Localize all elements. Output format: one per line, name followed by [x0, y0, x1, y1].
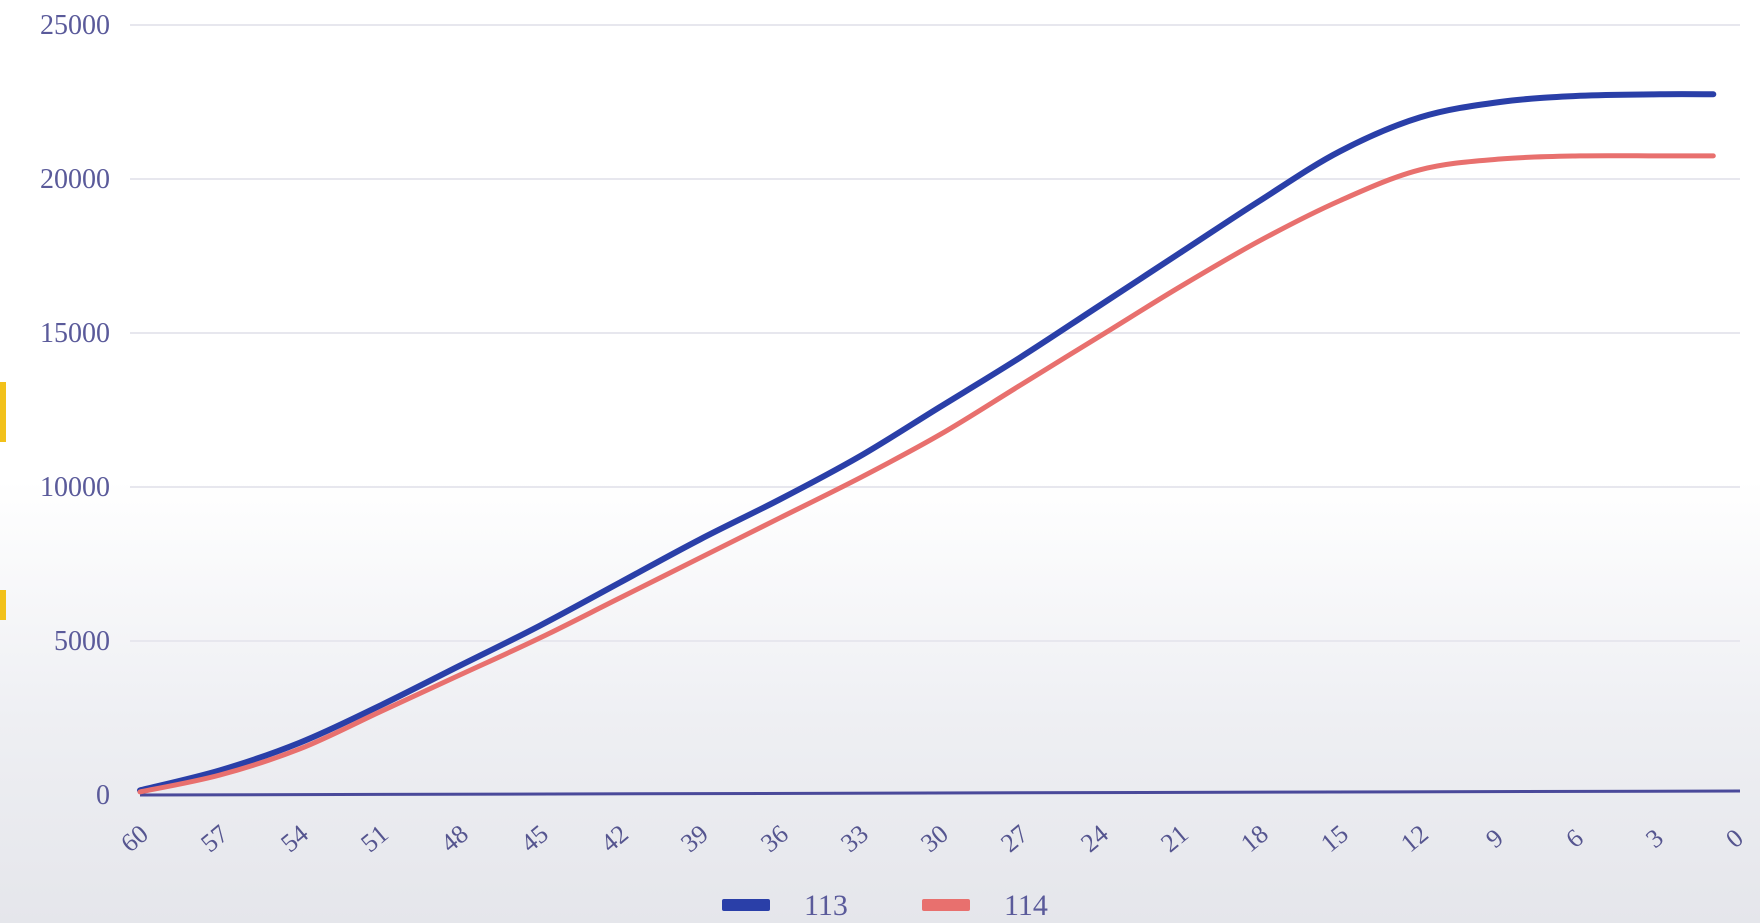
x-tick-labels: 60 57 54 51 48 45 42 39 36 33 30 27 24 21 18 15 12 9 6 3 0 — [115, 819, 1749, 858]
x-tick-label-51: 51 — [355, 819, 394, 858]
x-axis-line — [139, 789, 1741, 797]
left-accent-bar-top — [0, 382, 6, 442]
x-tick-label-15: 15 — [1315, 819, 1354, 858]
left-accent-bar-bottom — [0, 590, 6, 620]
x-tick-label-21: 21 — [1155, 819, 1194, 858]
y-tick-label-20000: 20000 — [40, 164, 110, 195]
x-tick-label-3: 3 — [1640, 823, 1669, 854]
x-tick-label-30: 30 — [915, 819, 954, 858]
y-tick-label-25000: 25000 — [40, 10, 110, 41]
legend: 113 114 — [722, 889, 1048, 922]
y-tick-label-15000: 15000 — [40, 318, 110, 349]
series-line-113 — [137, 91, 1717, 794]
x-tick-label-12: 12 — [1395, 819, 1434, 858]
x-tick-label-48: 48 — [435, 819, 474, 858]
x-tick-label-45: 45 — [515, 819, 554, 858]
axes — [139, 789, 1741, 797]
x-tick-label-54: 54 — [275, 819, 314, 858]
y-tick-labels: 0 5000 10000 15000 20000 25000 — [40, 10, 110, 811]
x-tick-label-9: 9 — [1480, 823, 1509, 854]
series-lines — [137, 91, 1717, 795]
x-tick-label-60: 60 — [115, 819, 154, 858]
y-tick-label-10000: 10000 — [40, 472, 110, 503]
x-tick-label-33: 33 — [835, 819, 874, 858]
x-tick-label-6: 6 — [1560, 823, 1589, 854]
y-tick-label-5000: 5000 — [54, 626, 110, 657]
y-tick-label-0: 0 — [96, 780, 110, 811]
x-tick-label-39: 39 — [675, 819, 714, 858]
legend-label-114: 114 — [1004, 889, 1048, 922]
x-tick-label-0: 0 — [1720, 823, 1749, 854]
x-tick-label-36: 36 — [755, 819, 794, 858]
x-tick-label-57: 57 — [195, 819, 234, 858]
x-tick-label-27: 27 — [995, 819, 1034, 858]
x-tick-label-42: 42 — [595, 819, 634, 858]
x-tick-label-18: 18 — [1235, 819, 1274, 858]
series-line-114 — [137, 153, 1716, 795]
legend-swatch-114 — [922, 899, 970, 911]
gridlines — [130, 24, 1740, 642]
legend-swatch-113 — [722, 899, 770, 911]
legend-label-113: 113 — [804, 889, 848, 922]
x-tick-label-24: 24 — [1075, 819, 1114, 858]
